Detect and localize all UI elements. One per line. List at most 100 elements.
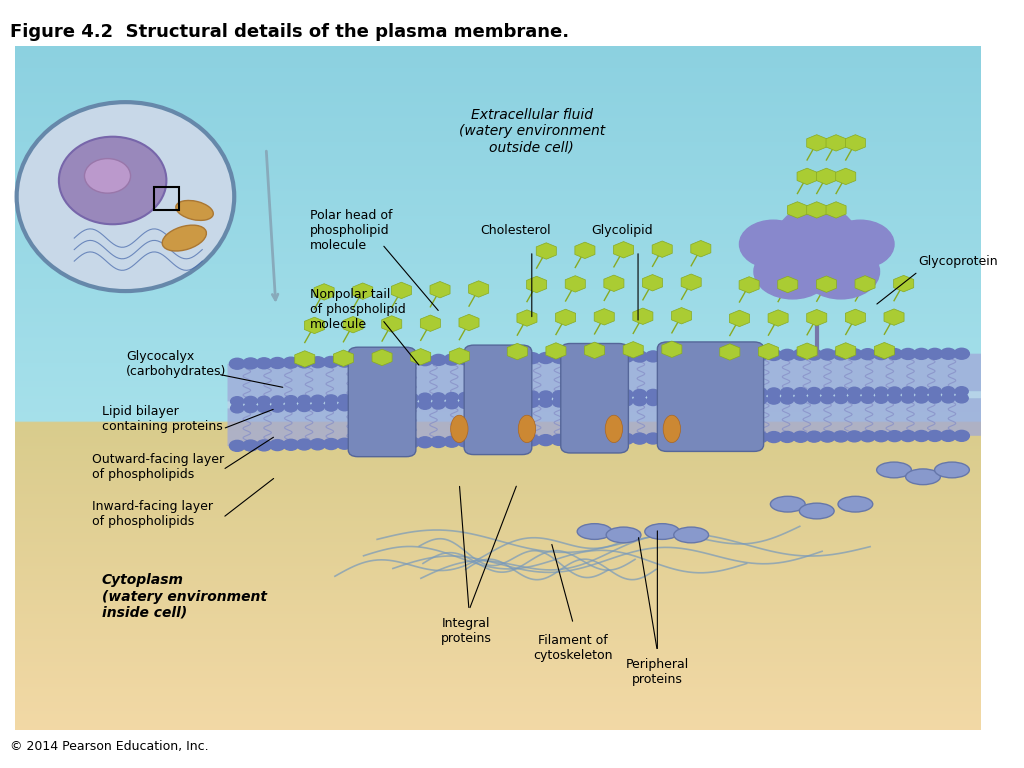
Circle shape — [592, 434, 607, 445]
Polygon shape — [526, 276, 547, 293]
Polygon shape — [681, 274, 701, 290]
Circle shape — [244, 403, 257, 412]
Circle shape — [847, 431, 862, 442]
Circle shape — [940, 349, 956, 359]
Circle shape — [700, 389, 714, 398]
Circle shape — [525, 391, 539, 400]
Circle shape — [565, 352, 581, 363]
Circle shape — [914, 394, 928, 403]
Polygon shape — [807, 202, 826, 218]
Circle shape — [592, 352, 607, 362]
Circle shape — [256, 440, 271, 451]
Circle shape — [283, 439, 299, 450]
Circle shape — [525, 398, 539, 407]
Circle shape — [778, 207, 855, 261]
Circle shape — [566, 390, 580, 400]
Ellipse shape — [84, 159, 131, 194]
Polygon shape — [691, 240, 711, 257]
Circle shape — [847, 349, 862, 359]
Polygon shape — [450, 348, 469, 364]
Circle shape — [860, 431, 876, 442]
Circle shape — [257, 396, 270, 406]
Circle shape — [687, 389, 699, 398]
Polygon shape — [807, 134, 826, 151]
Circle shape — [605, 434, 621, 445]
Circle shape — [337, 356, 352, 367]
Circle shape — [645, 351, 660, 362]
Circle shape — [848, 387, 861, 396]
Circle shape — [391, 393, 404, 403]
Polygon shape — [884, 309, 904, 326]
Circle shape — [940, 430, 956, 442]
Circle shape — [793, 349, 808, 360]
Circle shape — [848, 394, 861, 403]
Circle shape — [580, 390, 593, 399]
Ellipse shape — [578, 524, 612, 539]
Circle shape — [324, 439, 339, 449]
Text: Glycocalyx
(carbohydrates): Glycocalyx (carbohydrates) — [126, 350, 226, 378]
FancyBboxPatch shape — [657, 342, 764, 452]
Circle shape — [565, 434, 581, 445]
Circle shape — [874, 387, 888, 396]
Ellipse shape — [605, 415, 623, 442]
Circle shape — [826, 220, 894, 268]
Circle shape — [646, 389, 659, 399]
Circle shape — [928, 394, 941, 403]
Circle shape — [713, 350, 728, 361]
Bar — [154, 187, 179, 210]
Circle shape — [431, 354, 446, 366]
Circle shape — [244, 396, 257, 406]
Polygon shape — [556, 310, 575, 326]
Circle shape — [887, 431, 902, 442]
Circle shape — [285, 402, 297, 412]
Circle shape — [727, 396, 740, 405]
Circle shape — [633, 396, 646, 406]
Polygon shape — [787, 202, 808, 218]
Circle shape — [459, 392, 472, 402]
Circle shape — [553, 391, 565, 400]
Polygon shape — [574, 242, 595, 259]
Circle shape — [955, 387, 969, 396]
Circle shape — [325, 395, 338, 404]
Circle shape — [350, 356, 366, 367]
Circle shape — [445, 399, 459, 409]
Ellipse shape — [800, 503, 835, 519]
Polygon shape — [739, 276, 759, 293]
Polygon shape — [720, 344, 740, 360]
Circle shape — [324, 356, 339, 367]
Polygon shape — [846, 310, 865, 326]
Polygon shape — [729, 310, 750, 326]
Polygon shape — [411, 349, 431, 365]
Circle shape — [512, 392, 525, 401]
Circle shape — [229, 440, 245, 452]
Circle shape — [645, 433, 660, 444]
Circle shape — [552, 353, 567, 363]
Polygon shape — [672, 307, 691, 324]
Circle shape — [498, 435, 513, 446]
Circle shape — [888, 387, 901, 396]
Circle shape — [808, 395, 820, 404]
Polygon shape — [807, 310, 826, 326]
Circle shape — [229, 358, 245, 369]
Circle shape — [484, 353, 500, 364]
Circle shape — [406, 400, 418, 409]
Circle shape — [834, 431, 849, 442]
Circle shape — [618, 433, 634, 445]
Polygon shape — [613, 242, 634, 258]
Circle shape — [727, 389, 740, 398]
Polygon shape — [797, 168, 817, 184]
Text: © 2014 Pearson Education, Inc.: © 2014 Pearson Education, Inc. — [10, 740, 209, 753]
Ellipse shape — [674, 527, 709, 543]
Circle shape — [230, 397, 244, 406]
Circle shape — [538, 435, 553, 445]
Circle shape — [498, 353, 513, 364]
Circle shape — [337, 439, 352, 449]
Circle shape — [767, 395, 780, 404]
Text: Nonpolar tail
of phospholipid
molecule: Nonpolar tail of phospholipid molecule — [309, 288, 406, 331]
Circle shape — [860, 349, 876, 359]
Polygon shape — [826, 134, 846, 151]
Ellipse shape — [606, 527, 641, 543]
Polygon shape — [227, 392, 981, 409]
Polygon shape — [816, 276, 837, 293]
FancyBboxPatch shape — [348, 347, 416, 457]
